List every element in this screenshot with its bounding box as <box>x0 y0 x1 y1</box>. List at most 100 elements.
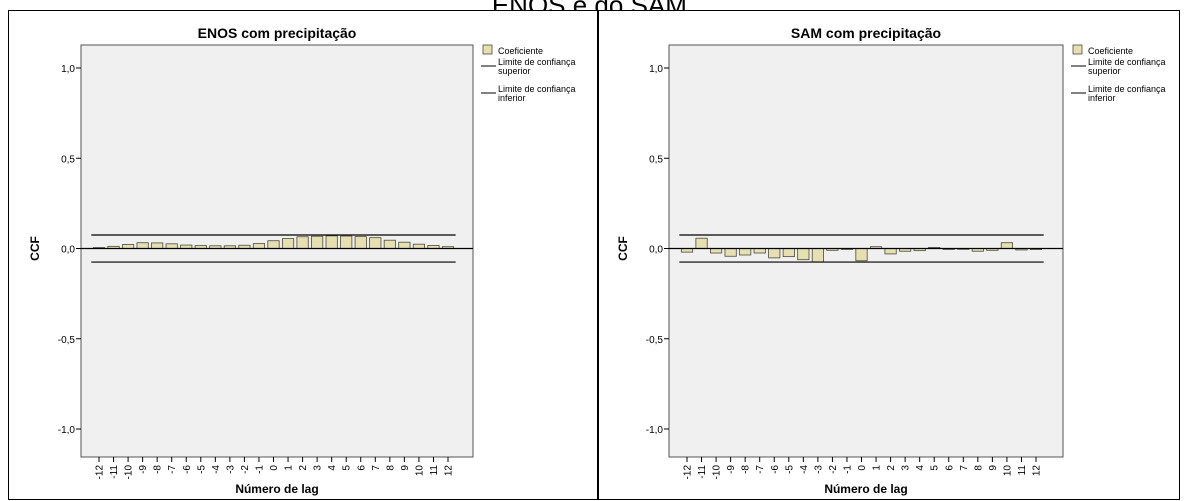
enos-title: ENOS com precipitação <box>198 25 357 41</box>
enos-xtick-label: -12 <box>95 465 106 480</box>
sam-legend-upper-line2: superior <box>1088 66 1121 76</box>
enos-legend-lower-line2: inferior <box>498 93 526 103</box>
sam-bar <box>768 248 781 259</box>
enos-ylabel: CCF <box>28 236 42 261</box>
enos-xtick-label: 3 <box>313 465 324 471</box>
enos-legend-lower-line1: Limite de confiança <box>498 84 576 94</box>
sam-legend-lower-line2: inferior <box>1088 93 1116 103</box>
sam-legend-upper-line1: Limite de confiança <box>1088 57 1166 67</box>
enos-xtick-label: -9 <box>138 465 149 474</box>
sam-xlabel: Número de lag <box>824 482 907 496</box>
enos-xtick-label: 0 <box>269 465 280 471</box>
enos-legend-upper-line2: superior <box>498 66 531 76</box>
enos-xtick-label: -7 <box>167 465 178 474</box>
sam-chart: SAM com precipitação 1,0 0,5 0,0 -0,5 -1,0 CCF… <box>616 25 1166 496</box>
sam-xtick-label: 2 <box>886 465 897 471</box>
sam-xtick-label: 3 <box>901 465 912 471</box>
enos-bar <box>412 243 425 249</box>
enos-bar <box>281 238 295 249</box>
sam-ytick-label: 1,0 <box>649 64 663 75</box>
sam-chart-panel: SAM com precipitação 1,0 0,5 0,0 -0,5 -1,0 CCF… <box>598 10 1180 500</box>
enos-xtick-label: 6 <box>356 465 367 471</box>
sam-xtick-label: -2 <box>828 465 839 474</box>
sam-ytick-label: 0,0 <box>649 245 663 256</box>
enos-ytick-label: 1,0 <box>61 64 75 75</box>
enos-plot-area <box>80 44 474 458</box>
sam-xtick-label: 0 <box>857 465 868 471</box>
enos-xtick-label: -2 <box>240 465 251 474</box>
enos-xtick-label: -10 <box>124 465 135 480</box>
sam-xtick-label: 6 <box>944 465 955 471</box>
sam-bar <box>855 248 868 262</box>
enos-bar <box>325 235 338 249</box>
enos-xtick-label: 5 <box>342 465 353 471</box>
sam-legend-swatch-coef <box>1072 44 1083 55</box>
sam-legend-coef: Coeficiente <box>1088 46 1133 56</box>
sam-legend-lower-line1: Limite de confiança <box>1088 84 1166 94</box>
sam-xtick-label: -11 <box>697 465 708 479</box>
sam-xtick-label: -9 <box>726 465 737 474</box>
enos-ytick-label: -1,0 <box>58 425 76 436</box>
enos-bar <box>311 235 324 249</box>
enos-bar <box>369 237 382 249</box>
enos-bar <box>252 243 266 249</box>
enos-bar <box>354 236 367 249</box>
enos-xtick-label: -3 <box>225 465 236 474</box>
sam-bar <box>884 248 897 255</box>
sam-bar <box>782 248 795 258</box>
enos-chart-panel: ENOS com precipitação 1,0 0,5 0,0 -0,5 -1,0 CC… <box>8 10 598 500</box>
sam-xtick-label: 8 <box>973 465 984 471</box>
enos-chart: ENOS com precipitação 1,0 0,5 0,0 -0,5 -1,0 CC… <box>28 25 576 496</box>
sam-bar <box>739 248 752 256</box>
enos-ytick-label: -0,5 <box>58 335 76 346</box>
enos-xtick-label: 1 <box>284 465 295 471</box>
enos-xtick-label: -8 <box>153 465 164 474</box>
enos-xtick-label: 7 <box>371 465 382 471</box>
enos-xtick-label: -5 <box>196 465 207 474</box>
enos-legend-swatch-coef <box>482 44 493 55</box>
sam-bar <box>753 248 766 254</box>
enos-bar <box>296 236 309 249</box>
sam-xtick-label: -10 <box>712 465 723 480</box>
enos-xtick-label: 8 <box>385 465 396 471</box>
enos-ytick-label: 0,5 <box>61 154 75 165</box>
enos-legend-coef: Coeficiente <box>498 46 543 56</box>
sam-xtick-label: -5 <box>784 465 795 474</box>
enos-ytick-label: 0,0 <box>61 245 75 256</box>
sam-xtick-label: -6 <box>770 465 781 474</box>
sam-ylabel: CCF <box>616 236 630 261</box>
sam-xtick-label: -7 <box>755 465 766 474</box>
sam-bar <box>695 237 708 249</box>
enos-bar <box>136 242 149 249</box>
enos-xtick-label: -4 <box>211 465 222 474</box>
enos-legend-upper-line1: Limite de confiança <box>498 57 576 67</box>
sam-ytick-label: -1,0 <box>646 425 664 436</box>
enos-xtick-label: -6 <box>182 465 193 474</box>
sam-xtick-label: -8 <box>741 465 752 474</box>
sam-xtick-label: -3 <box>813 465 824 474</box>
enos-bar <box>340 235 353 249</box>
enos-bar <box>151 242 164 249</box>
sam-ytick-label: 0,5 <box>649 154 663 165</box>
enos-xtick-label: 10 <box>414 465 425 477</box>
enos-xtick-label: 9 <box>400 465 411 471</box>
enos-bar <box>267 240 280 249</box>
sam-xtick-label: 11 <box>1017 465 1028 476</box>
enos-xtick-label: -11 <box>109 465 120 479</box>
sam-xtick-label: 7 <box>959 465 970 471</box>
sam-xtick-label: 4 <box>915 465 926 471</box>
sam-title: SAM com precipitação <box>791 25 941 41</box>
enos-xtick-label: 12 <box>444 465 455 477</box>
sam-xtick-label: -12 <box>683 465 694 480</box>
enos-bar <box>165 243 178 249</box>
sam-bar <box>710 248 723 254</box>
sam-xtick-label: 9 <box>988 465 999 471</box>
sam-bar <box>811 248 824 263</box>
sam-xtick-label: 1 <box>872 465 883 471</box>
sam-xtick-label: -1 <box>842 465 853 474</box>
sam-xtick-label: 12 <box>1032 465 1043 477</box>
sam-bar <box>724 248 737 257</box>
sam-xtick-label: 5 <box>930 465 941 471</box>
enos-xtick-label: 2 <box>298 465 309 471</box>
enos-xtick-label: -1 <box>254 465 265 474</box>
